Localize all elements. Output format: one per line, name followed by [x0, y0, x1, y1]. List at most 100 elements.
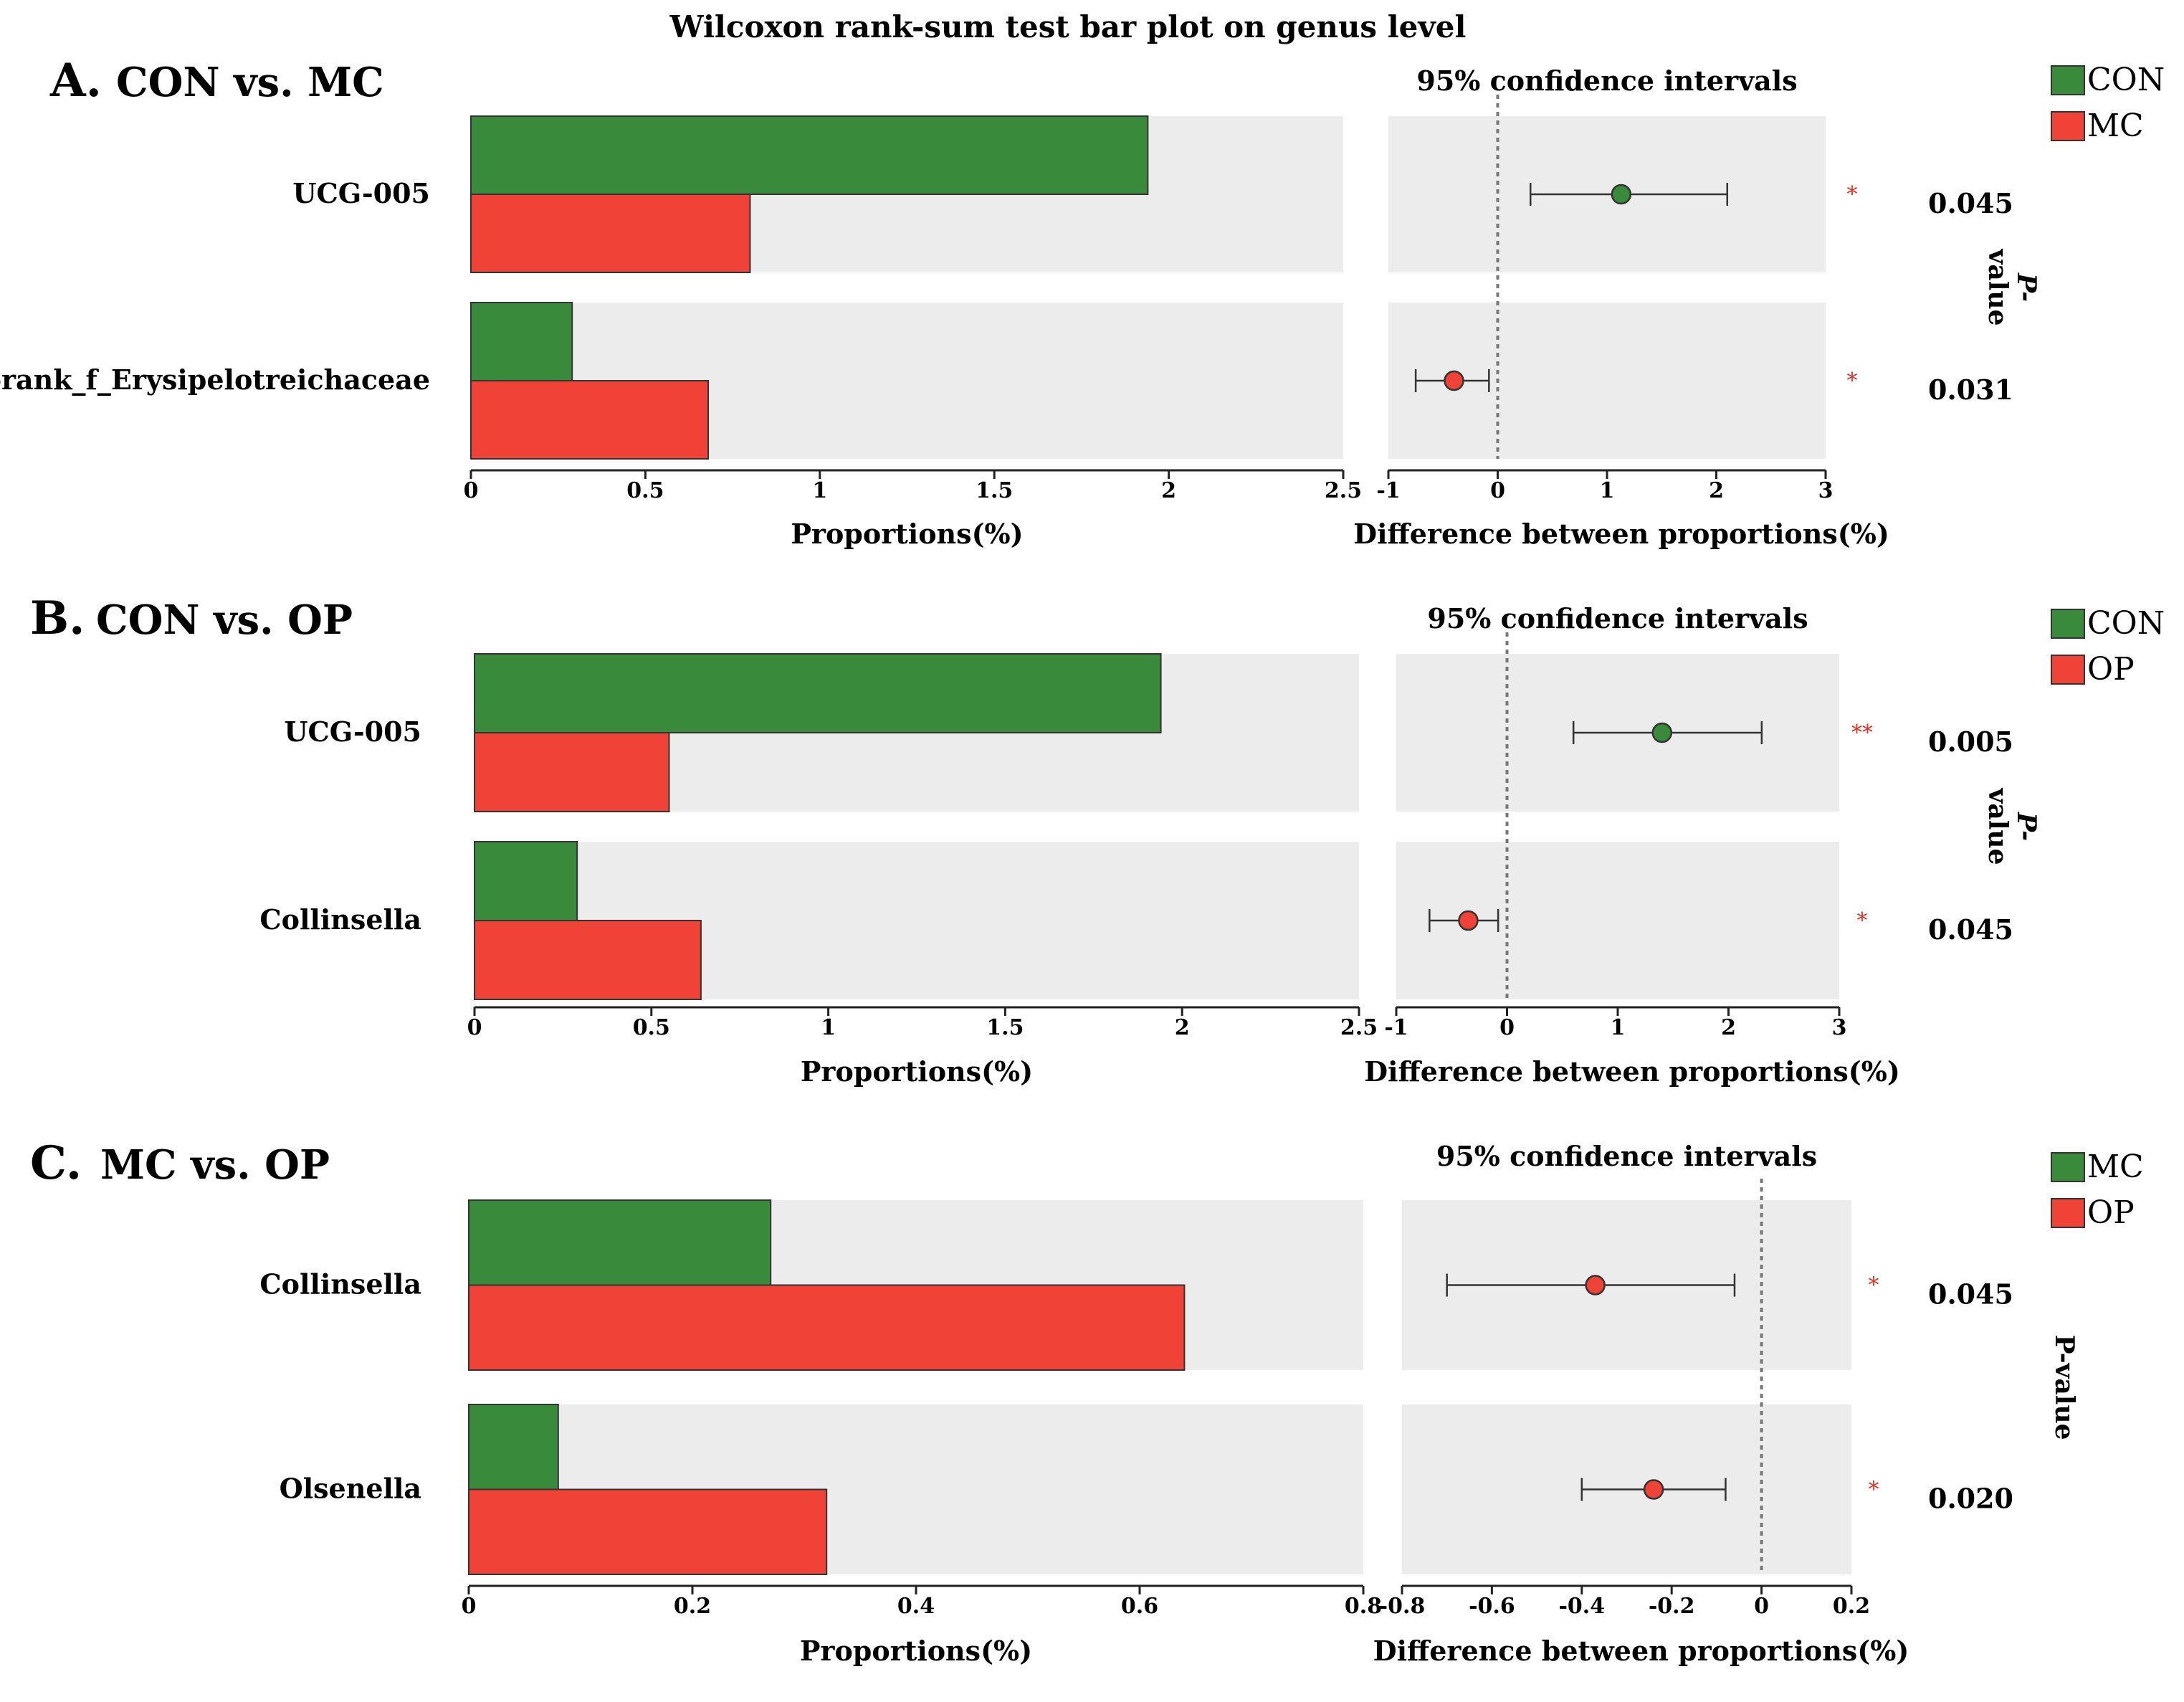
ci-title: 95% confidence intervals [1416, 65, 1797, 97]
legend-label-op: OP [2087, 651, 2135, 688]
p-value-label-line1: P- [2011, 812, 2041, 841]
p-value: 0.045 [1928, 187, 2013, 219]
bar-x-tick-label: 1 [821, 1015, 836, 1040]
ci-x-tick-label: 0 [1499, 1015, 1515, 1040]
bar-x-tick-label: 0.4 [897, 1594, 935, 1619]
bar-x-tick-label: 1 [812, 478, 827, 503]
bar-x-tick-label: 2.5 [1340, 1015, 1378, 1040]
ci-point-estimate [1444, 370, 1464, 391]
bar-mc [468, 1404, 559, 1491]
panel-label: C. [30, 1136, 82, 1190]
ci-x-tick-label: 2 [1709, 478, 1724, 503]
ci-x-tick-label: 3 [1818, 478, 1833, 503]
bar-con [474, 653, 1162, 733]
bar-x-tick-label: 0.2 [674, 1594, 711, 1619]
bar-x-tick-label: 0.5 [626, 478, 664, 503]
category-label: UCG-005 [292, 177, 430, 209]
bar-mc [470, 380, 710, 460]
figure-title: Wilcoxon rank-sum test bar plot on genus… [669, 9, 1467, 44]
panel-label: A. [49, 54, 102, 108]
bar-con [470, 302, 573, 381]
bar-op [474, 732, 670, 812]
ci-x-tick-label: 0 [1754, 1594, 1769, 1619]
panel-comparison-title: CON vs. MC [116, 59, 384, 106]
bar-mc [468, 1199, 772, 1286]
legend-swatch-op [2051, 1198, 2085, 1228]
legend-swatch-con [2051, 65, 2085, 95]
bar-x-tick-label: 1.5 [976, 478, 1013, 503]
ci-x-tick-label: 1 [1600, 478, 1615, 503]
p-value: 0.005 [1928, 726, 2013, 758]
p-value-axis-label: P-value [1983, 788, 2041, 865]
ci-x-tick-label: 3 [1832, 1015, 1847, 1040]
ci-x-tick-label: -0.6 [1469, 1594, 1515, 1619]
bar-op [468, 1284, 1186, 1371]
bar-x-tick-label: 0.6 [1121, 1594, 1158, 1619]
significance-marker: * [1869, 1478, 1879, 1503]
category-label: Collinsella [259, 903, 421, 936]
significance-marker: ** [1851, 721, 1873, 746]
ci-x-tick-label: 2 [1721, 1015, 1736, 1040]
p-value-label-line2: value [1983, 249, 2013, 326]
legend-swatch-op [2051, 655, 2085, 685]
legend-swatch-mc [2051, 1152, 2085, 1182]
ci-x-tick-label: 0 [1490, 478, 1505, 503]
p-value: 0.045 [1928, 1278, 2013, 1311]
ci-x-tick-label: 0.2 [1833, 1594, 1870, 1619]
bar-con [470, 115, 1149, 195]
panels-container: A. CON vs. MC 95% confidence intervals CON M… [0, 54, 2165, 1667]
panel-c: C. MC vs. OP 95% confidence intervals MC OP C… [30, 1136, 2144, 1667]
ci-x-axis-label: Difference between proportions(%) [1364, 1055, 1900, 1088]
bar-op [468, 1488, 828, 1575]
panel-comparison-title: MC vs. OP [100, 1141, 330, 1189]
bar-x-tick-label: 2 [1175, 1015, 1190, 1040]
panel-b: B. CON vs. OP 95% confidence intervals CON O… [30, 591, 2165, 1088]
bar-x-axis-label: Proportions(%) [791, 518, 1023, 550]
ci-x-axis-label: Difference between proportions(%) [1353, 518, 1889, 550]
panel-label: B. [30, 591, 85, 645]
significance-marker: * [1847, 182, 1858, 207]
legend-label-mc: MC [2087, 108, 2144, 144]
bar-x-tick-label: 0 [464, 478, 479, 503]
p-value-axis-label: P-value [1983, 249, 2041, 326]
ci-point-estimate [1585, 1275, 1606, 1295]
legend-label-con: CON [2087, 605, 2165, 642]
ci-x-tick-label: -1 [1376, 478, 1400, 503]
bar-x-tick-label: 2.5 [1325, 478, 1362, 503]
bar-x-tick-label: 0.8 [1345, 1594, 1382, 1619]
p-value: 0.045 [1928, 913, 2013, 946]
bar-x-tick-label: 2 [1161, 478, 1176, 503]
category-label: UCG-005 [284, 715, 421, 748]
p-value: 0.031 [1928, 374, 2013, 406]
ci-x-tick-label: -0.4 [1558, 1594, 1605, 1619]
ci-x-axis-label: Difference between proportions(%) [1373, 1635, 1909, 1667]
bar-x-tick-label: 1.5 [986, 1015, 1024, 1040]
legend-label-op: OP [2087, 1194, 2135, 1231]
bar-x-axis-label: Proportions(%) [800, 1635, 1032, 1667]
significance-marker: * [1857, 908, 1868, 933]
legend-swatch-mc [2051, 111, 2085, 141]
ci-point-estimate [1643, 1479, 1664, 1500]
bar-x-tick-label: 0.5 [633, 1015, 670, 1040]
p-value-label-line1: P- [2011, 272, 2041, 302]
panel-a: A. CON vs. MC 95% confidence intervals CON M… [0, 54, 2165, 550]
p-value-label-line1: P-value [2049, 1334, 2079, 1440]
bar-op [474, 920, 702, 1000]
ci-x-tick-label: 1 [1611, 1015, 1626, 1040]
significance-marker: * [1869, 1273, 1879, 1298]
significance-marker: * [1847, 369, 1858, 394]
ci-x-tick-label: -0.2 [1649, 1594, 1695, 1619]
ci-x-tick-label: -0.8 [1379, 1594, 1426, 1619]
ci-title: 95% confidence intervals [1436, 1140, 1817, 1172]
p-value-label-line2: value [1983, 788, 2013, 865]
legend-label-con: CON [2087, 62, 2165, 98]
category-label: Collinsella [259, 1268, 421, 1301]
legend-swatch-con [2051, 609, 2085, 639]
bar-x-tick-label: 0 [462, 1594, 477, 1619]
p-value: 0.020 [1928, 1483, 2013, 1515]
category-label: Olsenella [280, 1473, 421, 1505]
ci-point-estimate [1611, 184, 1632, 205]
bar-con [474, 841, 578, 921]
ci-x-tick-label: -1 [1384, 1015, 1408, 1040]
